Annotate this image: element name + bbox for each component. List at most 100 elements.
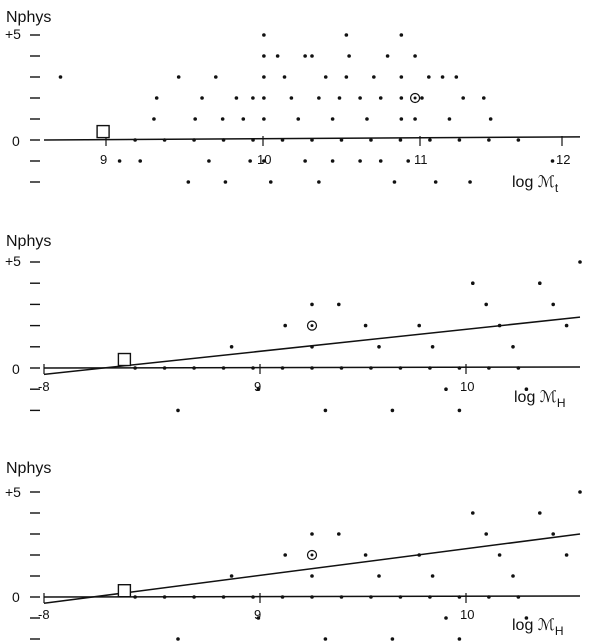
- data-point: [417, 553, 422, 557]
- data-point: [481, 96, 486, 100]
- data-point: [138, 159, 143, 163]
- data-point: [283, 553, 288, 557]
- data-point: [280, 138, 285, 142]
- x-tick-label: 11: [414, 152, 428, 167]
- data-point: [223, 180, 228, 184]
- data-point: [468, 180, 472, 184]
- data-point: [262, 75, 266, 79]
- data-point: [221, 366, 226, 370]
- data-point: [365, 117, 369, 121]
- data-point: [385, 54, 390, 58]
- data-point: [317, 96, 321, 100]
- data-point: [461, 96, 465, 100]
- x-tick-label: 10: [460, 379, 474, 394]
- data-point: [524, 616, 529, 620]
- data-point: [413, 117, 417, 121]
- data-point: [296, 117, 301, 121]
- data-point: [117, 159, 122, 163]
- data-point: [200, 96, 204, 100]
- data-point: [578, 490, 582, 494]
- data-point: [484, 532, 489, 536]
- data-point: [280, 595, 285, 599]
- data-point: [251, 138, 255, 142]
- data-point: [251, 96, 255, 100]
- data-point: [310, 302, 314, 307]
- y-axis-label: Nphys: [6, 460, 51, 477]
- data-point: [444, 616, 448, 620]
- data-point: [399, 75, 404, 79]
- circled-marker-dot: [310, 324, 314, 328]
- data-point: [488, 117, 493, 121]
- square-marker: [117, 584, 132, 598]
- data-point: [363, 553, 368, 557]
- data-point: [176, 408, 180, 413]
- data-point: [471, 281, 475, 286]
- data-point: [538, 511, 542, 515]
- data-point: [339, 138, 344, 142]
- x-tick-label: 9: [100, 152, 107, 167]
- data-point: [369, 138, 373, 142]
- x-axis-label: log ℳH: [514, 389, 566, 410]
- data-point: [339, 595, 344, 599]
- data-point: [427, 75, 431, 79]
- y-axis-label: Nphys: [6, 9, 51, 26]
- data-point: [283, 323, 288, 328]
- data-point: [390, 637, 395, 641]
- data-point: [457, 637, 462, 641]
- data-point: [347, 54, 351, 58]
- y-axis-label: Nphys: [6, 233, 51, 250]
- data-point: [390, 408, 395, 413]
- x-tick-label: 9: [254, 607, 261, 622]
- data-point: [454, 75, 459, 79]
- data-point: [339, 366, 344, 370]
- data-point: [417, 323, 422, 328]
- circled-marker: [409, 92, 421, 104]
- data-point: [251, 366, 255, 370]
- data-point: [256, 387, 261, 392]
- data-point: [420, 96, 424, 100]
- data-point: [213, 75, 218, 79]
- data-point: [152, 117, 156, 121]
- data-point: [337, 532, 341, 536]
- data-point: [303, 54, 307, 58]
- data-point: [248, 159, 252, 163]
- data-point: [406, 159, 411, 163]
- data-point: [262, 159, 266, 163]
- data-point: [447, 117, 452, 121]
- data-point: [221, 138, 226, 142]
- data-point: [262, 117, 266, 121]
- data-point: [310, 138, 314, 142]
- data-point: [282, 75, 287, 79]
- data-point: [193, 117, 197, 121]
- data-point: [524, 387, 529, 392]
- data-point: [337, 96, 342, 100]
- x-tick-label: 9: [254, 379, 261, 394]
- data-point: [229, 574, 234, 578]
- square-marker: [96, 124, 110, 139]
- data-point: [323, 637, 328, 641]
- data-point: [256, 616, 261, 620]
- data-point: [344, 33, 349, 37]
- x-tick-label: -8: [38, 607, 50, 622]
- data-point: [262, 33, 266, 37]
- data-point: [497, 553, 502, 557]
- square-marker: [117, 352, 132, 367]
- data-point: [280, 366, 285, 370]
- data-point: [268, 180, 273, 184]
- data-point: [133, 595, 137, 599]
- data-point: [551, 302, 555, 307]
- data-point: [323, 408, 328, 413]
- data-point: [399, 96, 404, 100]
- x-tick-label: 12: [556, 152, 570, 167]
- data-point: [330, 159, 335, 163]
- circled-marker: [306, 320, 318, 331]
- data-point: [457, 408, 462, 413]
- data-point: [323, 75, 328, 79]
- data-point: [377, 574, 381, 578]
- data-point: [310, 345, 314, 349]
- data-point: [444, 387, 448, 392]
- data-point: [262, 54, 266, 58]
- data-point: [358, 159, 362, 163]
- y-tick-label-5: +5: [5, 253, 21, 269]
- data-point: [487, 595, 491, 599]
